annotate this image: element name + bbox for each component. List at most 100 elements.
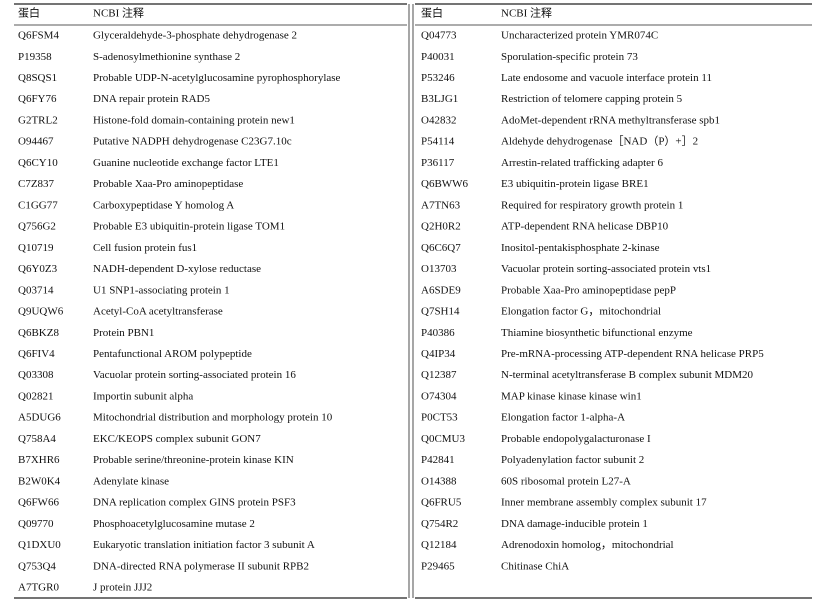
protein-id: A5DUG6 [18,412,61,424]
annotation: Probable Xaa-Pro aminopeptidase pepP [501,284,676,296]
protein-id: Q758A4 [18,433,56,445]
annotation: Thiamine biosynthetic bifunctional enzym… [501,327,693,339]
annotation: Protein PBN1 [93,327,154,339]
annotation: Carboxypeptidase Y homolog A [93,199,234,211]
protein-id: C7Z837 [18,178,55,190]
protein-id: G2TRL2 [18,114,58,126]
annotation: Phosphoacetylglucosamine mutase 2 [93,518,255,530]
protein-id: Q7SH14 [421,306,460,318]
protein-id: Q04773 [421,30,457,42]
protein-id: B3LJG1 [421,93,458,105]
protein-id: Q6FY76 [18,93,57,105]
annotation: DNA repair protein RAD5 [93,93,211,105]
protein-id: P29465 [421,560,455,572]
annotation: Mitochondrial distribution and morpholog… [93,412,333,424]
protein-id: Q6FRU5 [421,497,462,509]
protein-id: Q6C6Q7 [421,242,461,254]
annotation: Eukaryotic translation initiation factor… [93,539,315,551]
annotation: Pre-mRNA-processing ATP-dependent RNA he… [501,348,764,360]
protein-id: Q03308 [18,369,54,381]
annotation: Vacuolar protein sorting-associated prot… [501,263,711,275]
protein-id: Q6BWW6 [421,178,469,190]
protein-id: P40031 [421,51,455,63]
annotation: Acetyl-CoA acetyltransferase [93,306,223,318]
protein-id: Q756G2 [18,221,56,233]
annotation: U1 SNP1-associating protein 1 [93,284,230,296]
protein-id: P54114 [421,136,455,148]
annotation: Probable endopolygalacturonase I [501,433,651,445]
protein-id: Q8SQS1 [18,72,57,84]
annotation: Restriction of telomere capping protein … [501,93,683,105]
protein-id: Q1DXU0 [18,539,61,551]
protein-id: Q6FW66 [18,497,59,509]
protein-id: Q6FIV4 [18,348,55,360]
annotation: Pentafunctional AROM polypeptide [93,348,252,360]
protein-id: Q6FSM4 [18,30,59,42]
annotation: J protein JJJ2 [93,582,152,594]
annotation: Elongation factor 1-alpha-A [501,412,625,424]
annotation: DNA damage-inducible protein 1 [501,518,648,530]
protein-id: P19358 [18,51,52,63]
annotation: Glyceraldehyde-3-phosphate dehydrogenase… [93,30,297,42]
protein-id: P53246 [421,72,455,84]
annotation: Adenylate kinase [93,475,169,487]
annotation: Cell fusion protein fus1 [93,242,197,254]
protein-id: Q753Q4 [18,560,56,572]
protein-id: Q10719 [18,242,54,254]
annotation: Chitinase ChiA [501,560,569,572]
protein-id: O94467 [18,136,54,148]
annotation: S-adenosylmethionine synthase 2 [93,51,240,63]
annotation: Uncharacterized protein YMR074C [501,30,658,42]
protein-id: A7TGR0 [18,582,59,594]
annotation: Guanine nucleotide exchange factor LTE1 [93,157,279,169]
annotation: E3 ubiquitin-protein ligase BRE1 [501,178,649,190]
protein-id: O14388 [421,475,457,487]
protein-id: P40386 [421,327,455,339]
column-header: NCBI 注释 [501,6,552,20]
protein-id: A6SDE9 [421,284,461,296]
protein-id: Q6Y0Z3 [18,263,58,275]
protein-id: B7XHR6 [18,454,60,466]
protein-id: Q12387 [421,369,457,381]
annotation: Polyadenylation factor subunit 2 [501,454,644,466]
protein-id: Q2H0R2 [421,221,461,233]
protein-id: C1GG77 [18,199,58,211]
protein-id: O42832 [421,114,456,126]
annotation: Histone-fold domain-containing protein n… [93,114,295,126]
protein-id: Q02821 [18,390,53,402]
annotation: Adrenodoxin homolog，mitochondrial [501,539,674,551]
protein-id: Q754R2 [421,518,458,530]
protein-id: A7TN63 [421,199,461,211]
protein-id: Q03714 [18,284,54,296]
annotation: Putative NADPH dehydrogenase C23G7.10c [93,136,292,148]
annotation: Inner membrane assembly complex subunit … [501,497,707,509]
protein-id: P0CT53 [421,412,458,424]
annotation: AdoMet-dependent rRNA methyltransferase … [501,114,720,126]
protein-id: Q9UQW6 [18,306,64,318]
annotation: EKC/KEOPS complex subunit GON7 [93,433,261,445]
annotation: DNA replication complex GINS protein PSF… [93,497,296,509]
annotation: DNA-directed RNA polymerase II subunit R… [93,560,309,572]
annotation: ATP-dependent RNA helicase DBP10 [501,221,669,233]
column-header: 蛋白 [421,6,443,20]
protein-id: O74304 [421,390,457,402]
protein-id: Q0CMU3 [421,433,466,445]
annotation: 60S ribosomal protein L27-A [501,475,631,487]
annotation: Arrestin-related trafficking adapter 6 [501,157,663,169]
annotation: Sporulation-specific protein 73 [501,51,638,63]
annotation: Probable serine/threonine-protein kinase… [93,454,294,466]
annotation: Probable Xaa-Pro aminopeptidase [93,178,243,190]
annotation: Required for respiratory growth protein … [501,199,683,211]
annotation: Vacuolar protein sorting-associated prot… [93,369,296,381]
column-header: 蛋白 [18,6,40,20]
annotation: MAP kinase kinase kinase win1 [501,390,642,402]
annotation: Probable UDP-N-acetylglucosamine pyropho… [93,72,341,84]
annotation: Importin subunit alpha [93,390,193,402]
annotation: Late endosome and vacuole interface prot… [501,72,712,84]
protein-id: Q6BKZ8 [18,327,59,339]
annotation: Elongation factor G，mitochondrial [501,306,661,318]
annotation: Inositol-pentakisphosphate 2-kinase [501,242,660,254]
protein-id: B2W0K4 [18,475,61,487]
protein-id: Q6CY10 [18,157,58,169]
